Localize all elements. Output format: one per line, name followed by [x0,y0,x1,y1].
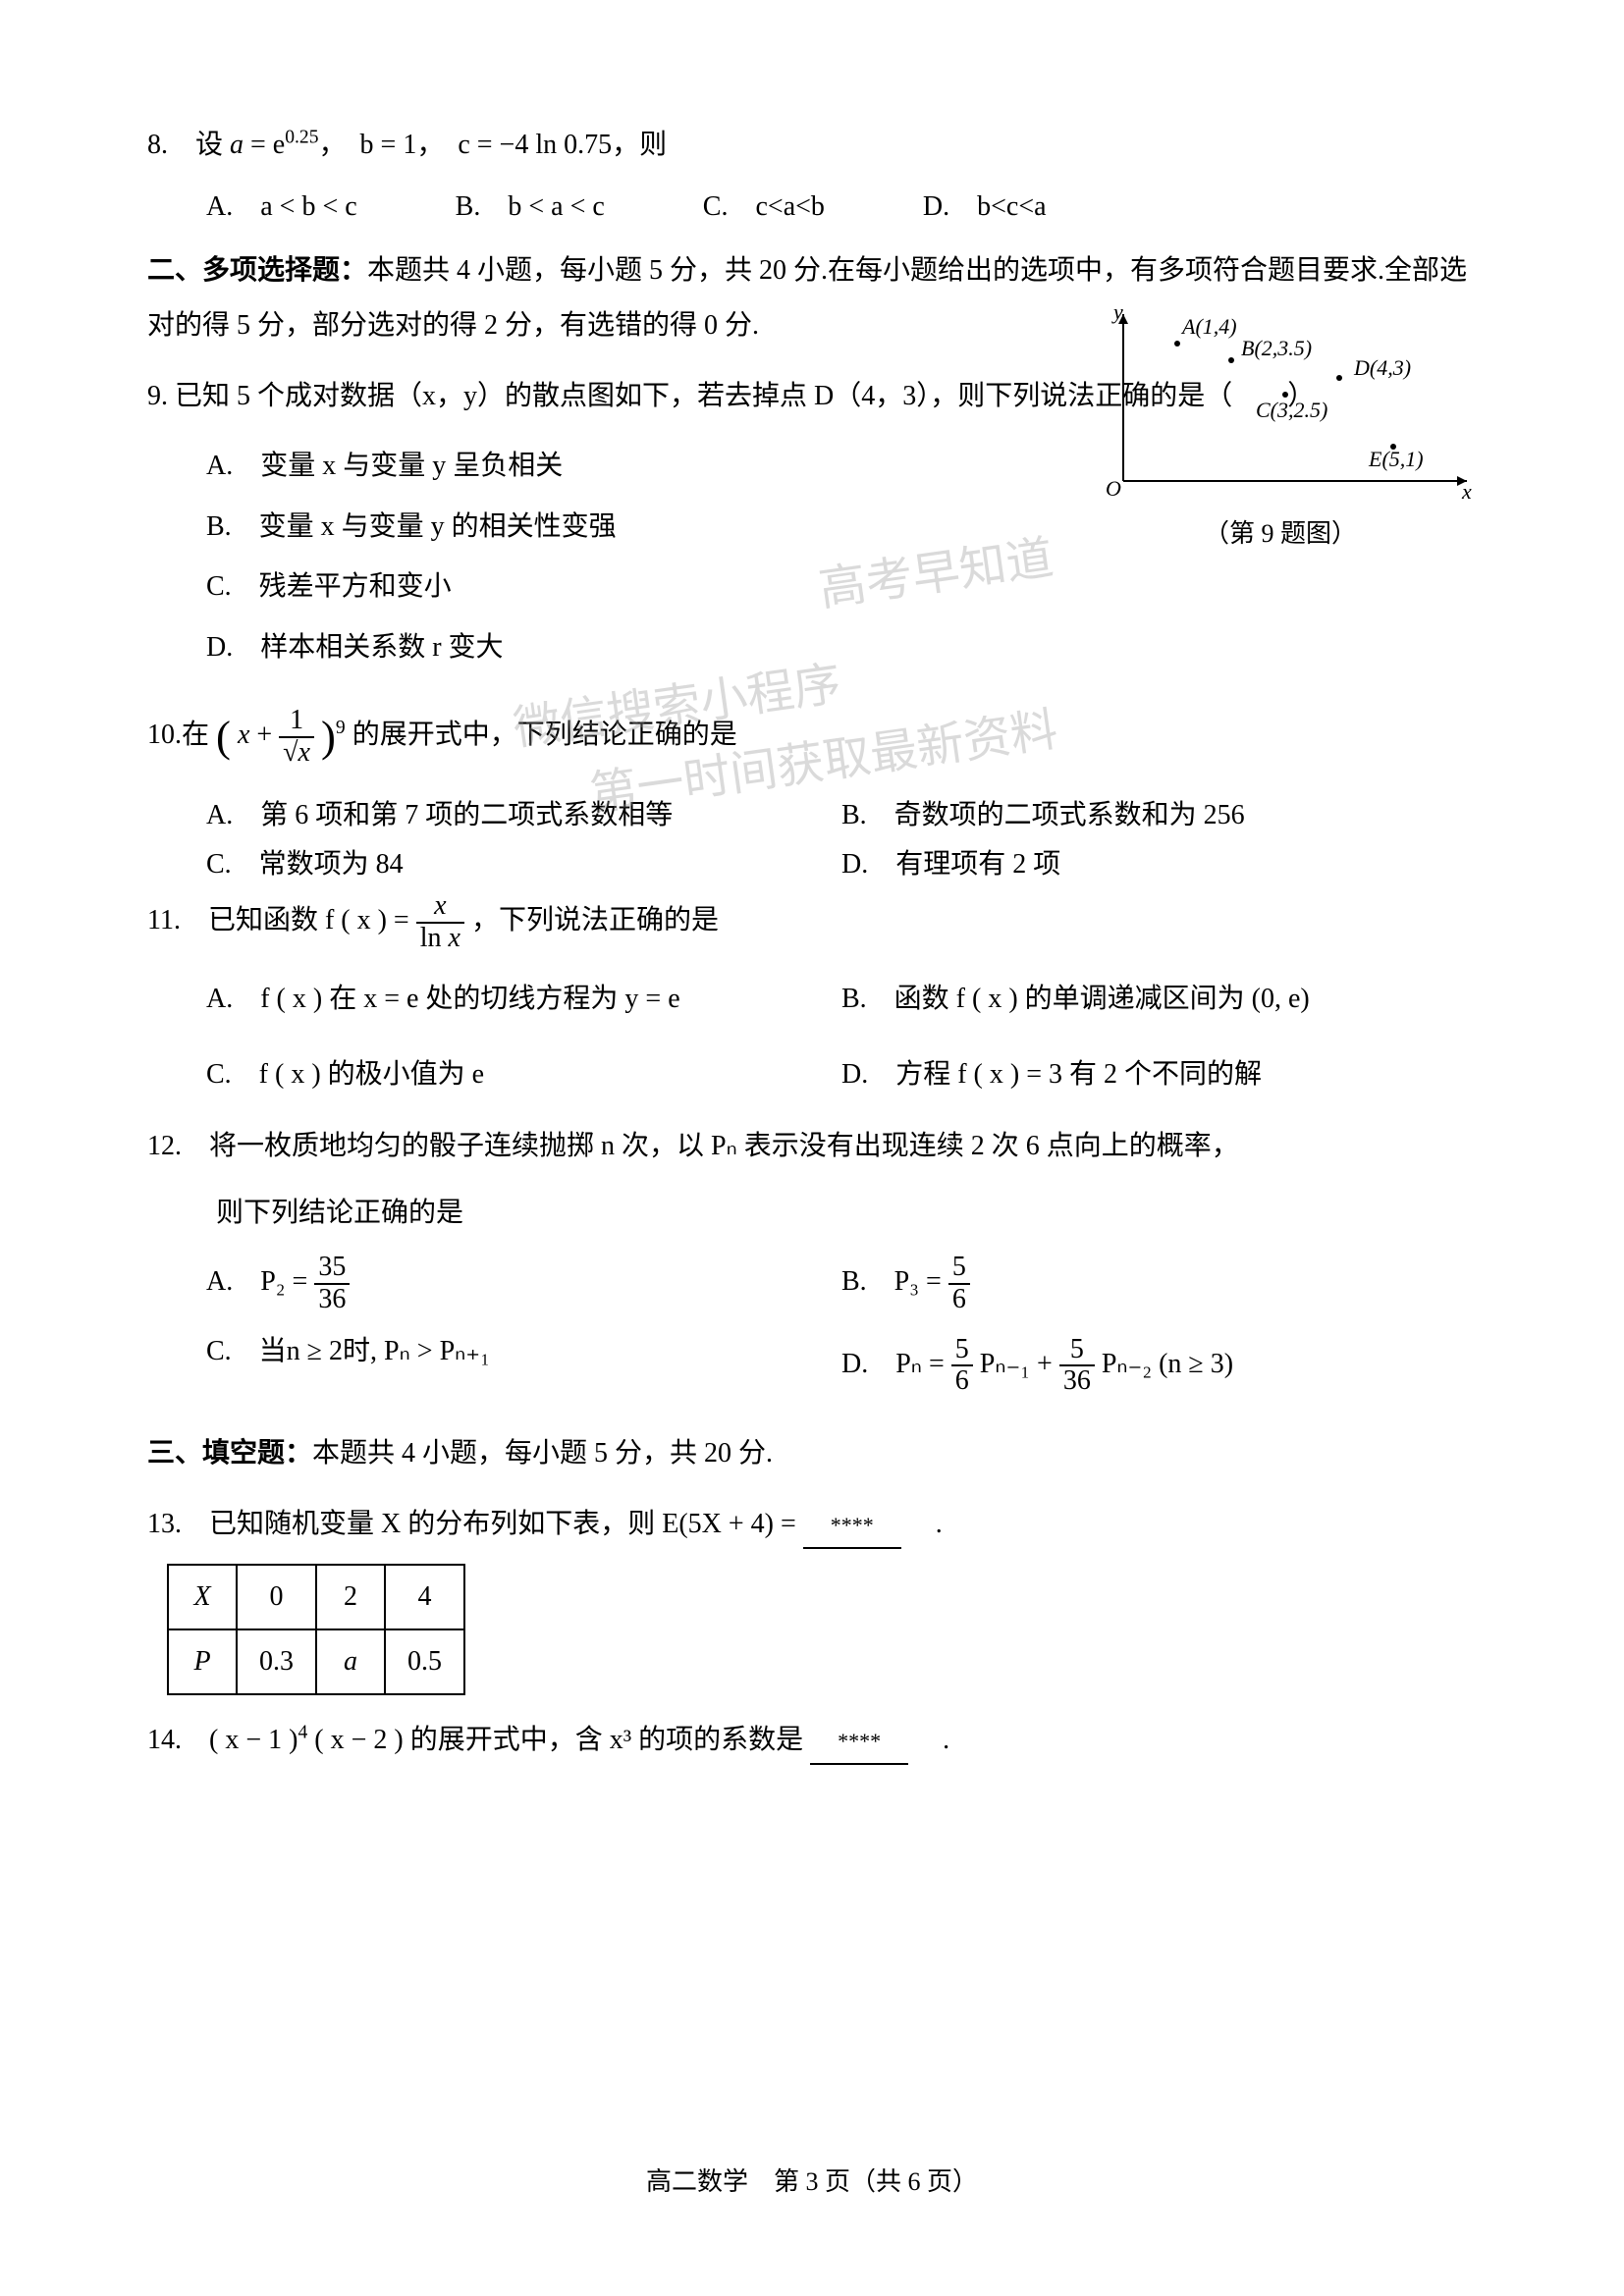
pt-C: C(3,2.5) [1256,398,1327,422]
q9-figure: O x y A(1,4) B(2,3.5) C(3,2.5) D(4,3) E(… [1084,304,1477,540]
q14-period: . [915,1725,949,1755]
q10-pre: 10.在 [147,721,209,751]
page-footer: 高二数学 第 3 页（共 6 页） [0,2162,1624,2198]
q13-stem: 13. 已知随机变量 X 的分布列如下表，则 E(5X + 4) = **** … [147,1497,1477,1552]
section3-title: 三、填空题： [147,1438,312,1468]
q12-options-row2: C. 当n ≥ 2时, Pₙ > Pₙ₊₁ D. Pₙ = 5 6 Pₙ₋₁ +… [147,1335,1477,1398]
pt-E: E(5,1) [1368,447,1424,471]
q11-optA: A. f ( x ) 在 x = e 处的切线方程为 y = e [206,966,841,1032]
q8-optA: A. a < b < c [206,185,357,224]
q8-optD: D. b<c<a [923,185,1047,224]
q12-optA-num: 35 [314,1253,350,1285]
q8-stem: 8. 设 a = e0.25， b = 1， c = −4 ln 0.75，则 [147,118,1477,173]
q10-optC: C. 常数项为 84 [206,842,841,881]
t-r2c2: 0.3 [237,1629,316,1694]
q12-optD-pre: D. Pₙ = [841,1349,951,1379]
q10-num: 1 [279,706,314,738]
q10-pow: 9 [336,718,346,738]
q8-rest: ， b = 1， c = −4 ln 0.75，则 [319,130,668,160]
pt-D: D(4,3) [1353,355,1411,380]
q11-den: ln x [416,924,464,954]
q11-optD: D. 方程 f ( x ) = 3 有 2 个不同的解 [841,1041,1477,1107]
q10-post: 的展开式中，下列结论正确的是 [352,721,737,751]
q9-caption: （第 9 题图） [1084,513,1477,550]
section2-title: 二、多项选择题： [147,255,367,286]
q12-optD-f1n: 5 [951,1335,973,1367]
t-r2c3: a [316,1629,385,1694]
q8-options: A. a < b < c B. b < a < c C. c<a<b D. b<… [147,185,1477,224]
q14-pre: 14. ( x − 1 ) [147,1725,298,1755]
t-r1c2: 0 [237,1565,316,1629]
q12-optD-f2n: 5 [1059,1335,1095,1367]
q13-text: 13. 已知随机变量 X 的分布列如下表，则 E(5X + 4) = [147,1509,803,1539]
q8-optB: B. b < a < c [456,185,605,224]
q10-options-row2: C. 常数项为 84 D. 有理项有 2 项 [147,842,1477,881]
q12-optD-mid2: Pₙ₋₂ (n ≥ 3) [1102,1349,1233,1379]
q12-optD-f2d: 36 [1059,1366,1095,1397]
q10-optD: D. 有理项有 2 项 [841,842,1477,881]
q8-optC: C. c<a<b [703,185,825,224]
q14-mid: ( x − 2 ) 的展开式中，含 x³ 的项的系数是 [307,1725,803,1755]
q10-options-row1: A. 第 6 项和第 7 项的二项式系数相等 B. 奇数项的二项式系数和为 25… [147,793,1477,832]
q11-optC: C. f ( x ) 的极小值为 e [206,1041,841,1107]
t-r2c4: 0.5 [385,1629,464,1694]
q12-optB-pre: B. P₃ = [841,1266,948,1297]
q12-optB-den: 6 [948,1285,970,1315]
q12-optB: B. P₃ = 5 6 [841,1253,1477,1315]
q10-stem: 10.在 ( x + 1 √x )9 的展开式中，下列结论正确的是 [147,693,1477,781]
q13-blank: **** [803,1504,901,1549]
q11-stem: 11. 已知函数 f ( x ) = x ln x ，下列说法正确的是 [147,891,1477,954]
q12-optC: C. 当n ≥ 2时, Pₙ > Pₙ₊₁ [206,1335,841,1398]
q14-stem: 14. ( x − 1 )4 ( x − 2 ) 的展开式中，含 x³ 的项的系… [147,1713,1477,1768]
q9-optC: C. 残差平方和变小 [206,557,893,617]
svg-text:y: y [1111,304,1123,324]
q13-table: X 0 2 4 P 0.3 a 0.5 [167,1564,465,1695]
q10-optB: B. 奇数项的二项式系数和为 256 [841,793,1477,832]
q8-prefix: 8. 设 [147,130,223,160]
scatter-svg: O x y A(1,4) B(2,3.5) C(3,2.5) D(4,3) E(… [1084,304,1477,501]
q10-den: √x [279,738,314,769]
svg-text:O: O [1106,476,1121,501]
q12-options-row1: A. P₂ = 35 36 B. P₃ = 5 6 [147,1253,1477,1315]
t-r1c4: 4 [385,1565,464,1629]
t-r1c3: 2 [316,1565,385,1629]
q12-optD: D. Pₙ = 5 6 Pₙ₋₁ + 5 36 Pₙ₋₂ (n ≥ 3) [841,1335,1477,1398]
q8-sup: 0.25 [285,128,318,148]
pt-B: B(2,3.5) [1241,336,1312,360]
q13-period: . [908,1509,943,1539]
q9-optD: D. 样本相关系数 r 变大 [206,617,893,678]
q9-options: A. 变量 x 与变量 y 呈负相关 B. 变量 x 与变量 y 的相关性变强 … [147,436,893,677]
q14-pow: 4 [298,1723,307,1743]
q12-optB-num: 5 [948,1253,970,1285]
q12-stem: 12. 将一枚质地均匀的骰子连续抛掷 n 次，以 Pₙ 表示没有出现连续 2 次… [147,1119,1477,1174]
section3-header: 三、填空题：本题共 4 小题，每小题 5 分，共 20 分. [147,1426,1477,1481]
q11-pre: 11. 已知函数 f ( x ) = [147,905,416,935]
q9-optB: B. 变量 x 与变量 y 的相关性变强 [206,497,893,558]
q12-optA-pre: A. P₂ = [206,1266,314,1297]
pt-A: A(1,4) [1180,314,1237,339]
q11-optB: B. 函数 f ( x ) 的单调递减区间为 (0, e) [841,966,1477,1032]
q12-optD-mid1: Pₙ₋₁ + [980,1349,1059,1379]
q12-stem2: 则下列结论正确的是 [147,1186,1477,1241]
q12-optA: A. P₂ = 35 36 [206,1253,841,1315]
q14-blank: **** [810,1720,908,1765]
q8-a: a [230,130,244,160]
t-r2c1: P [168,1629,237,1694]
q11-post: ，下列说法正确的是 [471,905,719,935]
q11-options-row1: A. f ( x ) 在 x = e 处的切线方程为 y = e B. 函数 f… [147,966,1477,1032]
q12-optA-den: 36 [314,1285,350,1315]
q12-optD-f1d: 6 [951,1366,973,1397]
q11-options-row2: C. f ( x ) 的极小值为 e D. 方程 f ( x ) = 3 有 2… [147,1041,1477,1107]
svg-text:x: x [1461,479,1472,501]
q11-num: x [416,891,464,924]
section3-desc: 本题共 4 小题，每小题 5 分，共 20 分. [312,1438,773,1468]
q10-optA: A. 第 6 项和第 7 项的二项式系数相等 [206,793,841,832]
t-r1c1: X [168,1565,237,1629]
q9-optA: A. 变量 x 与变量 y 呈负相关 [206,436,893,497]
